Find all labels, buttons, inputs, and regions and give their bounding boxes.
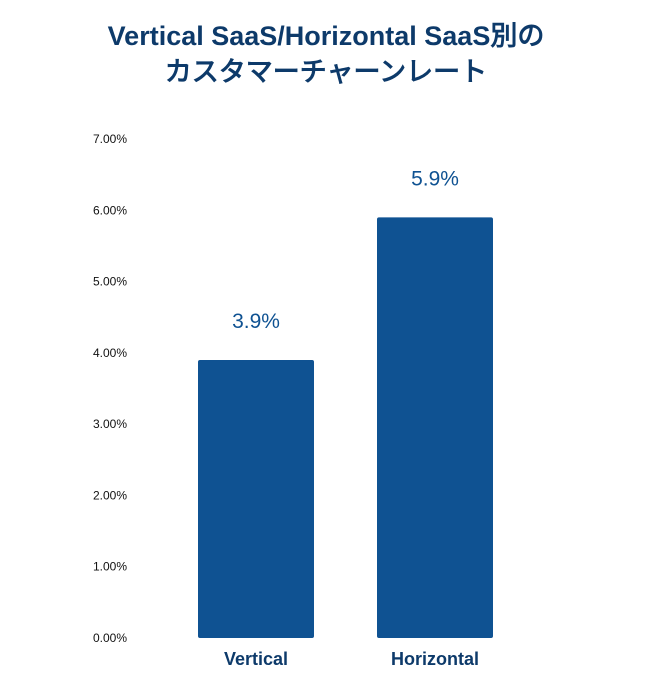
bar-horizontal: [377, 217, 493, 638]
chart-title: Vertical SaaS/Horizontal SaaS別の カスタマーチャー…: [0, 18, 652, 90]
y-tick-label: 0.00%: [93, 631, 127, 645]
y-tick-label: 4.00%: [93, 346, 127, 360]
x-axis: Vertical Horizontal: [224, 649, 479, 669]
y-tick-label: 7.00%: [93, 132, 127, 146]
y-tick-label: 2.00%: [93, 488, 127, 502]
chart-title-line-1: Vertical SaaS/Horizontal SaaS別の: [107, 21, 545, 51]
y-tick-label: 1.00%: [93, 560, 127, 574]
y-tick-label: 6.00%: [93, 203, 127, 217]
y-axis: 0.00% 1.00% 2.00% 3.00% 4.00% 5.00% 6.00% 7.00%: [93, 132, 127, 645]
data-labels: 3.9% 5.9%: [232, 167, 459, 333]
data-label: 3.9%: [232, 310, 280, 333]
x-tick-label: Horizontal: [391, 649, 479, 669]
bar-vertical: [198, 359, 314, 638]
bars: [198, 217, 493, 638]
y-tick-label: 3.00%: [93, 417, 127, 431]
x-tick-label: Vertical: [224, 649, 288, 669]
chart-title-line-2: カスタマーチャーンレート: [164, 57, 488, 87]
data-label: 5.9%: [411, 167, 459, 190]
y-tick-label: 5.00%: [93, 275, 127, 289]
